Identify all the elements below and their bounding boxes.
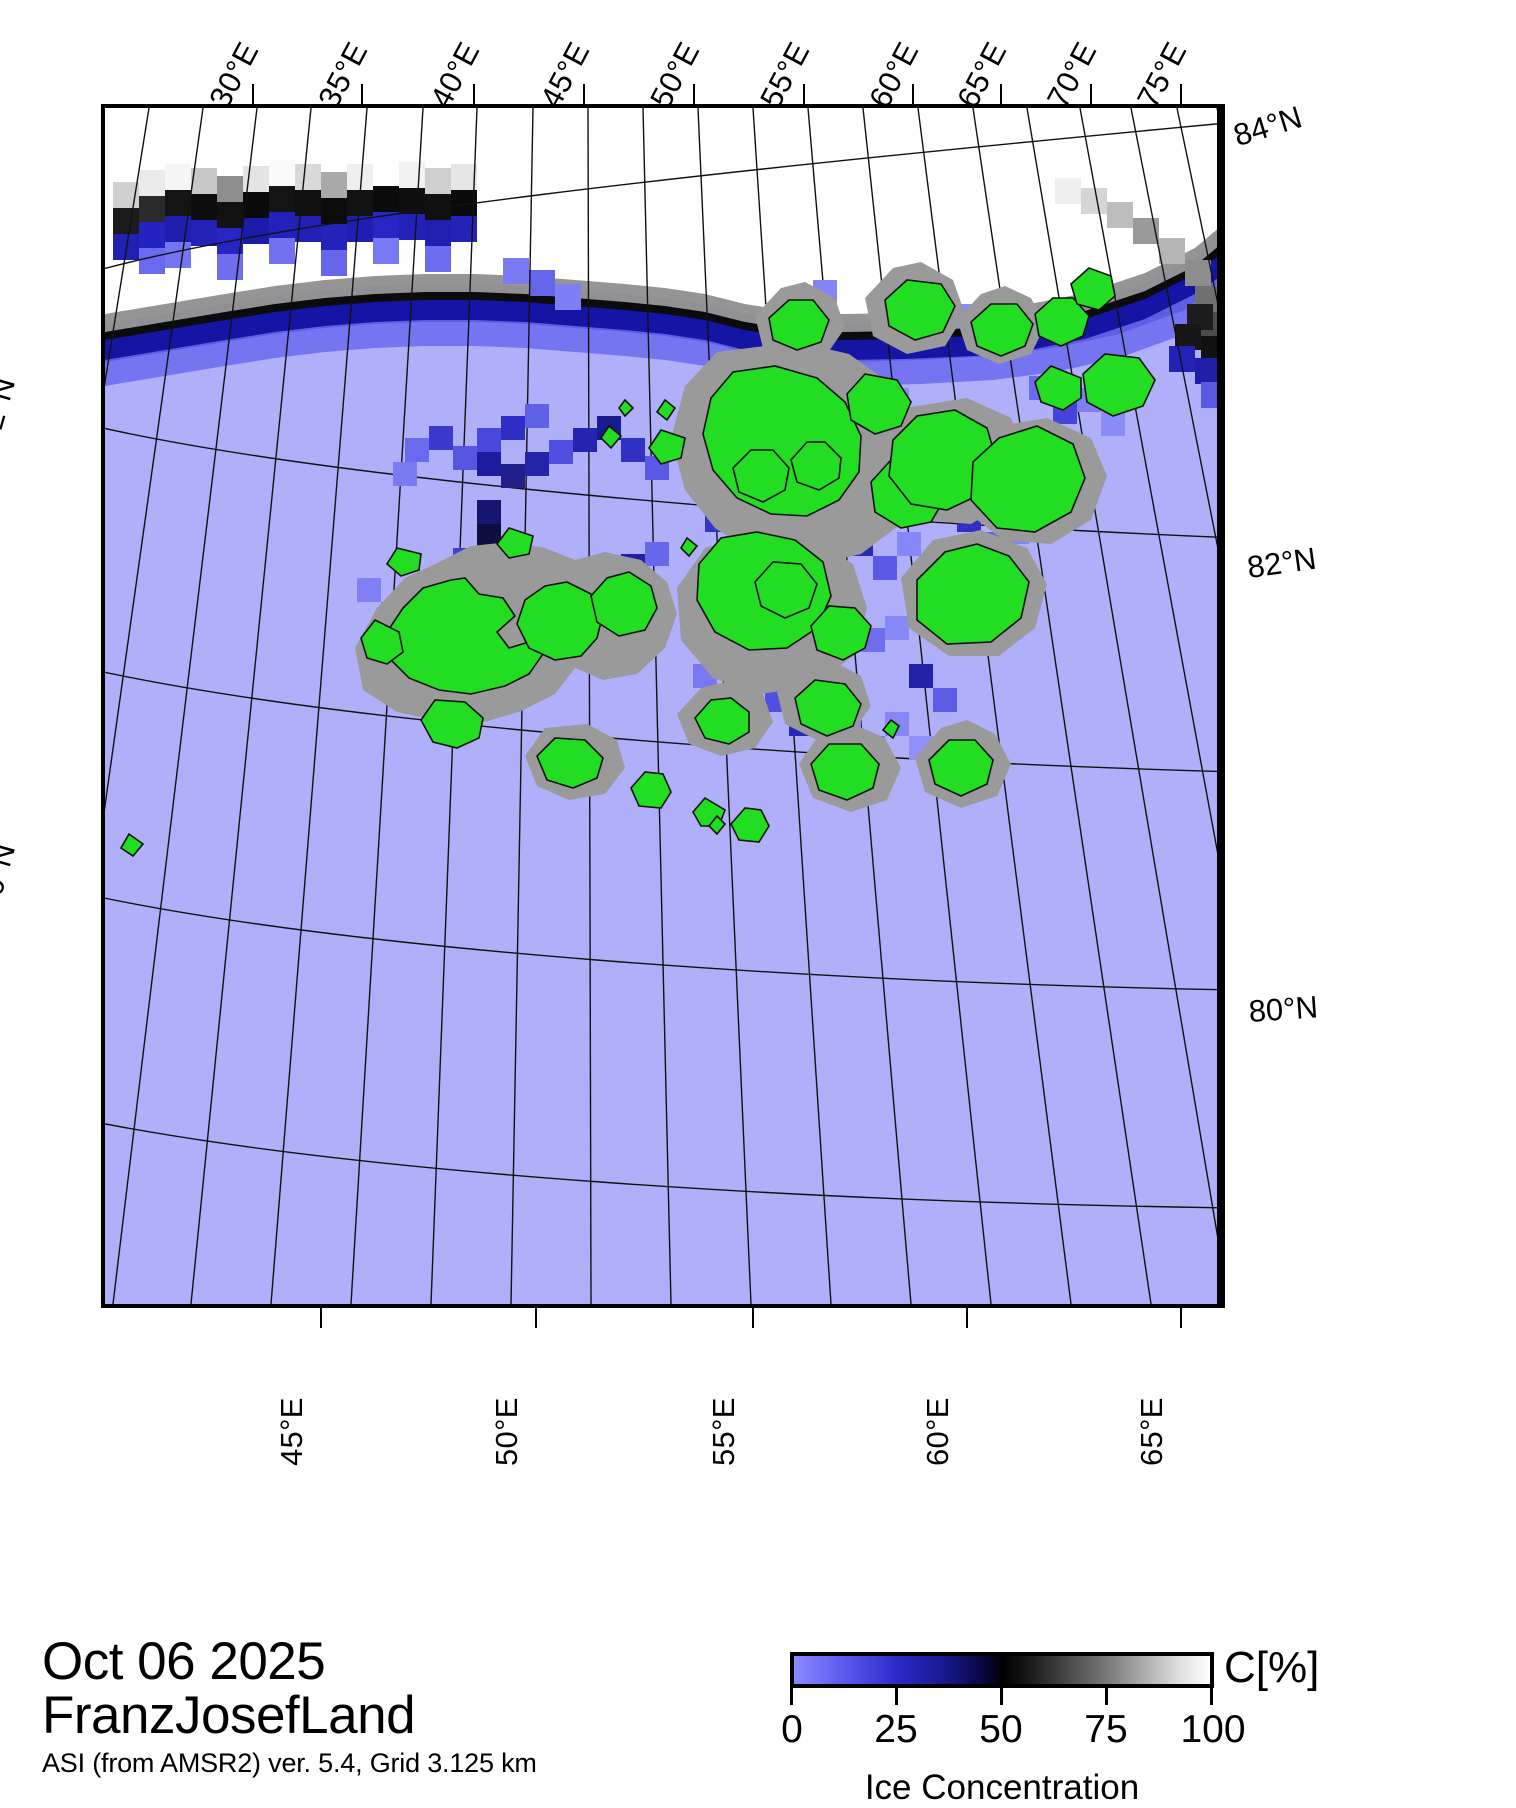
map-content xyxy=(105,108,1221,1304)
colorbar-tick-25 xyxy=(895,1688,898,1705)
colorbar-tick-100 xyxy=(1210,1688,1213,1705)
map-frame-right-rule xyxy=(1217,104,1221,1308)
lat-label-right-1: 82°N xyxy=(1244,540,1319,586)
lon-label-top-5: 55°E xyxy=(753,36,817,114)
graticule-parallels xyxy=(105,122,1221,1209)
lon-label-top-8: 70°E xyxy=(1040,36,1104,114)
lon-label-bottom-2: 55°E xyxy=(706,1397,741,1466)
colorbar-tick-0 xyxy=(790,1688,793,1705)
map-source-line: ASI (from AMSR2) ver. 5.4, Grid 3.125 km xyxy=(42,1748,537,1778)
colorbar-tick-75 xyxy=(1105,1688,1108,1705)
colorbar-gradient xyxy=(794,1656,1210,1684)
lon-label-top-2: 40°E xyxy=(423,36,487,114)
lon-label-bottom-0: 45°E xyxy=(274,1397,309,1466)
lat-label-left-1: 80°N xyxy=(0,839,23,916)
lon-label-top-9: 75°E xyxy=(1130,36,1194,114)
colorbar-caption: Ice Concentration xyxy=(864,1768,1140,1807)
ice-edge-blue-zone xyxy=(105,254,1221,362)
lon-label-top-1: 35°E xyxy=(311,36,375,114)
map-raster-and-graticule xyxy=(105,108,1221,1304)
lon-label-bottom-1: 50°E xyxy=(489,1397,524,1466)
lon-label-bottom-4: 65°E xyxy=(1134,1397,1169,1466)
colorbar-label-50: 50 xyxy=(979,1708,1023,1751)
lon-label-top-0: 30°E xyxy=(202,36,266,114)
colorbar-tick-50 xyxy=(1000,1688,1003,1705)
colorbar-unit-label: C[%] xyxy=(1224,1643,1320,1692)
ice-edge-pixel-clusters xyxy=(113,160,1221,408)
lon-label-top-4: 50°E xyxy=(643,36,707,114)
lon-label-top-6: 60°E xyxy=(862,36,926,114)
colorbar-gradient-box xyxy=(790,1652,1214,1688)
map-canvas xyxy=(105,108,1221,1304)
colorbar-label-0: 0 xyxy=(781,1708,803,1751)
map-region-title: FranzJosefLand xyxy=(42,1686,416,1745)
colorbar-label-75: 75 xyxy=(1084,1708,1128,1751)
map-plot-frame xyxy=(101,104,1225,1308)
colorbar-label-25: 25 xyxy=(874,1708,918,1751)
lat-label-left-0: 82°N xyxy=(0,373,23,450)
land-polygons xyxy=(119,267,1156,858)
title-block: Oct 06 2025 FranzJosefLand ASI (from AMS… xyxy=(42,1632,662,1779)
lon-label-top-7: 65°E xyxy=(950,36,1014,114)
lon-label-top-3: 45°E xyxy=(533,36,597,114)
colorbar-label-100: 100 xyxy=(1180,1708,1246,1751)
map-date-title: Oct 06 2025 xyxy=(42,1632,326,1691)
ice-edge-grey-zone xyxy=(105,226,1221,334)
ice-edge-feather-zone xyxy=(105,276,1221,386)
lon-label-bottom-3: 60°E xyxy=(920,1397,955,1466)
lat-label-right-2: 80°N xyxy=(1247,989,1320,1030)
lat-label-right-0: 84°N xyxy=(1229,99,1306,154)
